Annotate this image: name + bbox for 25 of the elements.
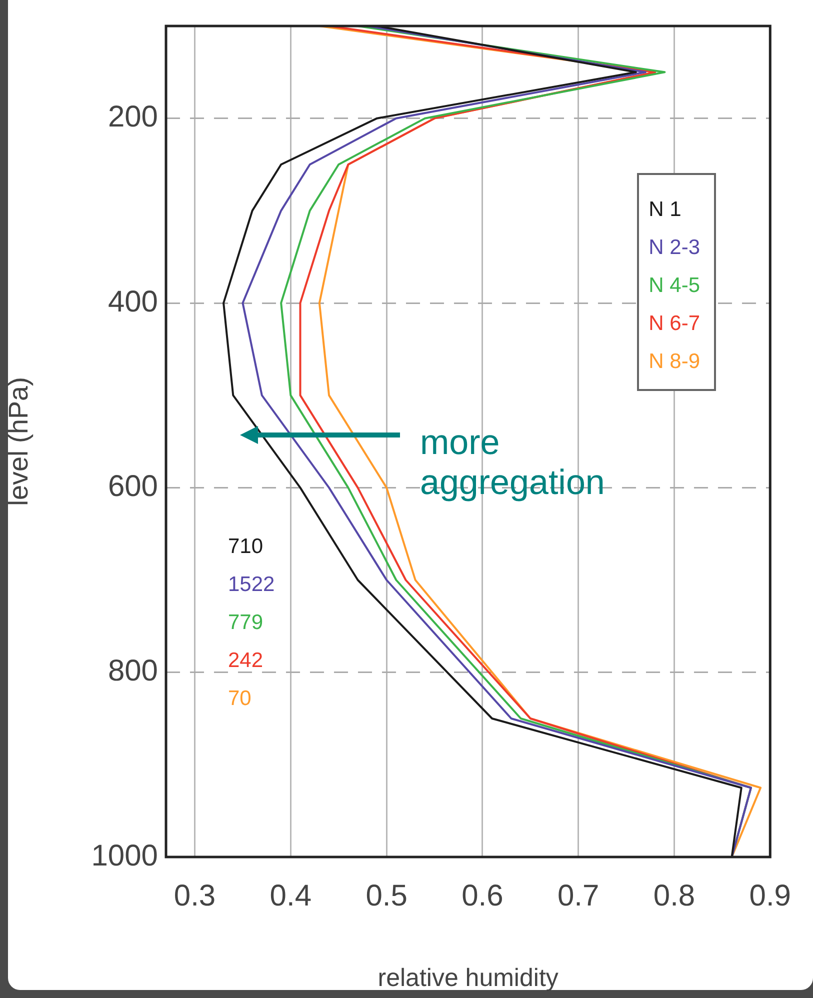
y-tick-label: 600: [108, 470, 158, 503]
x-tick-label: 0.6: [462, 879, 504, 912]
x-tick-label: 0.9: [749, 879, 792, 912]
x-tick-label: 0.8: [653, 879, 696, 912]
y-tick-label: 1000: [91, 839, 158, 872]
y-tick-label: 400: [108, 285, 158, 318]
annotation: 710: [228, 534, 264, 560]
text: N 2-3: [648, 235, 700, 261]
x-tick-label: 0.7: [557, 879, 600, 912]
annotation: 70: [228, 686, 252, 712]
x-tick-label: 0.5: [366, 879, 408, 912]
annotation: 242: [228, 648, 264, 674]
annotation: 779: [228, 610, 264, 636]
text: N 4-5: [648, 273, 700, 299]
x-tick-label: 0.4: [270, 879, 312, 912]
y-tick-label: 200: [108, 100, 158, 134]
x-axis-title: relative humidity: [378, 964, 559, 992]
text: N 6-7: [648, 311, 700, 337]
x-tick-label: 0.3: [174, 879, 216, 912]
text: N 1: [648, 197, 682, 223]
annotation: 1522: [228, 572, 275, 598]
y-axis-title: level (hPa): [4, 376, 34, 506]
text: N 8-9: [648, 349, 700, 375]
y-tick-label: 800: [108, 654, 158, 688]
annotation: more aggregation: [420, 423, 606, 503]
